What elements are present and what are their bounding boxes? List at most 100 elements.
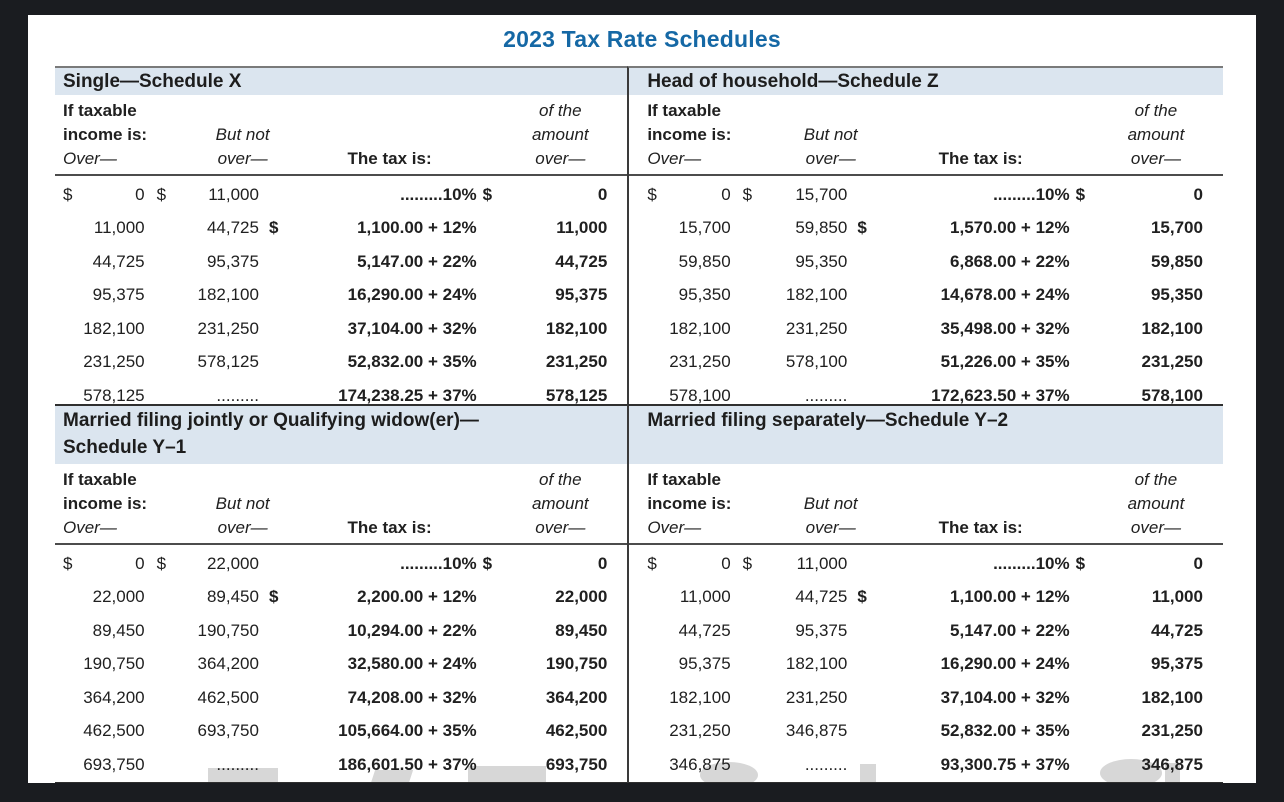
schedule-title-band: Head of household—Schedule Z <box>629 68 1223 95</box>
cell-amount-over: 231,250 <box>1141 352 1203 372</box>
watermark-fragment <box>468 766 546 783</box>
page-title: 2023 Tax Rate Schedules <box>503 26 781 52</box>
cell-over: 578,100 <box>669 385 731 405</box>
tax-bracket-row: $0 $22,000 .........10% $0 <box>63 547 607 581</box>
tax-bracket-row: 231,250 578,125 52,832.00 + 35% 231,250 <box>63 346 607 380</box>
cell-but-not-over: 182,100 <box>785 654 848 674</box>
cell-amount-over: 22,000 <box>555 587 608 607</box>
cell-amount-over: 182,100 <box>1141 318 1203 338</box>
schedule-married-filing-jointly: Married filing jointly or Qualifying wid… <box>55 404 628 783</box>
column-header-over: If taxable income is: Over— <box>63 470 148 537</box>
tax-bracket-row: 22,000 89,450 $2,200.00 + 12% 22,000 <box>63 581 608 615</box>
cell-amount-over: 231,250 <box>545 352 608 372</box>
tax-bracket-row: 578,100 ......... 172,623.50 + 37% 578,1… <box>647 379 1203 413</box>
cell-over: 11,000 <box>93 218 145 238</box>
tax-bracket-row: 44,725 95,375 5,147.00 + 22% 44,725 <box>647 614 1203 648</box>
cell-over: 231,250 <box>669 352 731 372</box>
schedule-title-line2: Schedule Y–1 <box>63 437 187 458</box>
cell-but-not-over: $15,700 <box>742 184 848 204</box>
tax-bracket-row: 11,000 44,725 $1,100.00 + 12% 11,000 <box>63 212 607 246</box>
tax-bracket-row: $0 $11,000 .........10% $0 <box>63 178 607 212</box>
cell-but-not-over: ......... <box>804 754 848 774</box>
cell-tax: 10,294.00 + 22% <box>347 620 477 640</box>
cell-but-not-over: 462,500 <box>197 687 259 707</box>
schedule-title: Married filing separately—Schedule Y–2 <box>647 410 1009 431</box>
column-header-but-not-over: But not over— <box>215 494 270 537</box>
cell-amount-over: $0 <box>1075 184 1203 204</box>
cell-amount-over: 95,375 <box>555 285 608 305</box>
column-header-of-the-amount-over: of the amount over— <box>531 470 589 537</box>
tax-bracket-row: 15,700 59,850 $1,570.00 + 12% 15,700 <box>647 212 1203 246</box>
cell-over: 182,100 <box>83 318 145 338</box>
cell-but-not-over: 693,750 <box>197 721 259 741</box>
cell-tax: $1,100.00 + 12% <box>857 587 1070 607</box>
column-header-the-tax-is: The tax is: <box>938 518 1023 537</box>
bracket-rows: $0 $15,700 .........10% $0 15,700 59,850… <box>629 176 1223 413</box>
cell-but-not-over: 59,850 <box>795 218 848 238</box>
cell-amount-over: $0 <box>1075 553 1203 573</box>
cell-but-not-over: 95,350 <box>795 251 848 271</box>
cell-over: 89,450 <box>92 620 145 640</box>
column-header-but-not-over: But not over— <box>803 125 858 168</box>
tax-bracket-row: 59,850 95,350 6,868.00 + 22% 59,850 <box>647 245 1203 279</box>
cell-tax: .........10% <box>400 553 477 573</box>
cell-over: 95,350 <box>678 285 731 305</box>
tax-bracket-row: 95,375 182,100 16,290.00 + 24% 95,375 <box>647 648 1203 682</box>
cell-but-not-over: 231,250 <box>197 318 259 338</box>
cell-tax: 37,104.00 + 32% <box>940 687 1070 707</box>
column-header-the-tax-is: The tax is: <box>938 149 1023 168</box>
cell-but-not-over: ......... <box>216 754 259 774</box>
cell-over: 346,875 <box>669 754 731 774</box>
cell-amount-over: 364,200 <box>545 687 608 707</box>
cell-over: $0 <box>647 184 731 204</box>
cell-tax: 52,832.00 + 35% <box>347 352 477 372</box>
cell-but-not-over: 578,100 <box>785 352 848 372</box>
schedule-title-band: Married filing separately—Schedule Y–2 <box>629 406 1223 464</box>
cell-tax: 172,623.50 + 37% <box>931 385 1070 405</box>
cell-over: 693,750 <box>83 754 145 774</box>
cell-tax: $1,100.00 + 12% <box>268 218 477 238</box>
bracket-rows: $0 $22,000 .........10% $0 22,000 89,450… <box>55 545 627 782</box>
cell-over: $0 <box>63 184 145 204</box>
tax-bracket-row: 95,350 182,100 14,678.00 + 24% 95,350 <box>647 279 1203 313</box>
watermark-fragment <box>700 762 758 783</box>
cell-tax: .........10% <box>400 184 477 204</box>
cell-tax: 16,290.00 + 24% <box>940 654 1070 674</box>
tax-bracket-row: 44,725 95,375 5,147.00 + 22% 44,725 <box>63 245 608 279</box>
cell-tax: 52,832.00 + 35% <box>940 721 1070 741</box>
cell-but-not-over: $22,000 <box>156 553 259 573</box>
cell-but-not-over: 89,450 <box>206 587 259 607</box>
cell-amount-over: 182,100 <box>545 318 608 338</box>
cell-amount-over: 11,000 <box>556 218 608 238</box>
cell-but-not-over: $11,000 <box>742 553 848 573</box>
tax-bracket-row: 364,200 462,500 74,208.00 + 32% 364,200 <box>63 681 607 715</box>
cell-amount-over: 15,700 <box>1150 218 1203 238</box>
cell-over: 182,100 <box>669 687 731 707</box>
cell-tax: 37,104.00 + 32% <box>347 318 477 338</box>
cell-but-not-over: ......... <box>216 385 259 405</box>
cell-tax: 105,664.00 + 35% <box>338 721 477 741</box>
cell-tax: 51,226.00 + 35% <box>940 352 1070 372</box>
tax-bracket-row: 182,100 231,250 37,104.00 + 32% 182,100 <box>647 681 1203 715</box>
watermark-fragment <box>860 764 876 783</box>
cell-but-not-over: 346,875 <box>785 721 848 741</box>
bracket-rows: $0 $11,000 .........10% $0 11,000 44,725… <box>55 176 627 413</box>
cell-tax: $2,200.00 + 12% <box>268 587 477 607</box>
cell-amount-over: 182,100 <box>1141 687 1203 707</box>
column-headers: If taxable income is: Over— But not over… <box>629 95 1223 176</box>
cell-over: 462,500 <box>83 721 145 741</box>
schedule-title-band: Single—Schedule X <box>55 68 628 95</box>
cell-tax: 16,290.00 + 24% <box>347 285 477 305</box>
column-headers: If taxable income is: Over— But not over… <box>55 95 628 176</box>
cell-over: 22,000 <box>92 587 145 607</box>
cell-over: 364,200 <box>83 687 145 707</box>
column-header-the-tax-is: The tax is: <box>347 518 432 537</box>
cell-tax: 5,147.00 + 22% <box>950 620 1070 640</box>
cell-tax: 6,868.00 + 22% <box>950 251 1070 271</box>
cell-over: $0 <box>63 553 145 573</box>
cell-tax: 93,300.75 + 37% <box>940 754 1070 774</box>
bracket-rows: $0 $11,000 .........10% $0 11,000 44,725… <box>629 545 1223 782</box>
cell-tax: 14,678.00 + 24% <box>940 285 1070 305</box>
cell-tax: $1,570.00 + 12% <box>857 218 1070 238</box>
tax-bracket-row: 182,100 231,250 35,498.00 + 32% 182,100 <box>647 312 1203 346</box>
